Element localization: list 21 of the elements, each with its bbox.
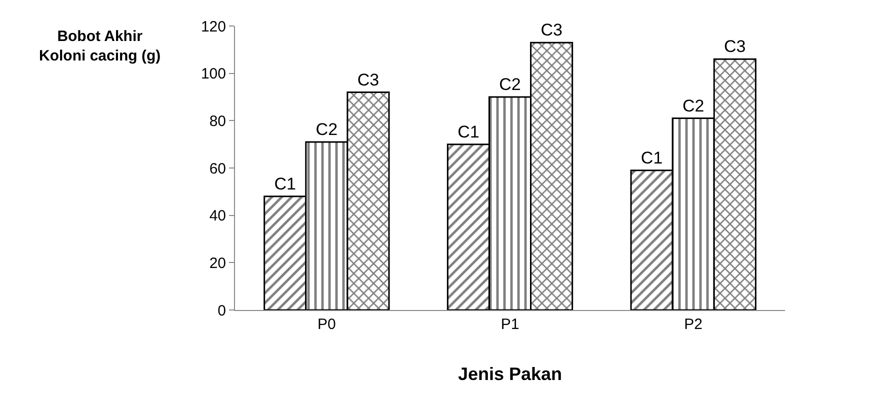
series-label: C1 — [274, 174, 296, 194]
series-label: C3 — [357, 70, 380, 90]
y-tick-label: 120 — [200, 18, 226, 36]
y-tick-label: 40 — [209, 208, 226, 225]
text: C2 — [682, 96, 704, 116]
text: C3 — [724, 37, 746, 56]
text: C1 — [640, 148, 663, 168]
text: C2 — [499, 75, 521, 94]
x-axis-title: Jenis Pakan — [458, 364, 562, 384]
text: C1 — [458, 122, 480, 142]
text: Bobot Akhir Koloni cacing (g) — [39, 28, 161, 64]
y-tick-label: 100 — [200, 66, 226, 83]
y-tick-label: 20 — [209, 254, 226, 272]
y-tick-label: 80 — [209, 112, 226, 130]
y-tick-label: 60 — [209, 160, 226, 178]
x-tick-label: P1 — [500, 316, 520, 333]
x-tick-label: P2 — [684, 316, 703, 333]
y-tick-label: 0 — [218, 302, 226, 320]
series-label: C2 — [316, 120, 338, 139]
text: C3 — [540, 20, 562, 40]
x-tick-label: P0 — [317, 316, 336, 333]
